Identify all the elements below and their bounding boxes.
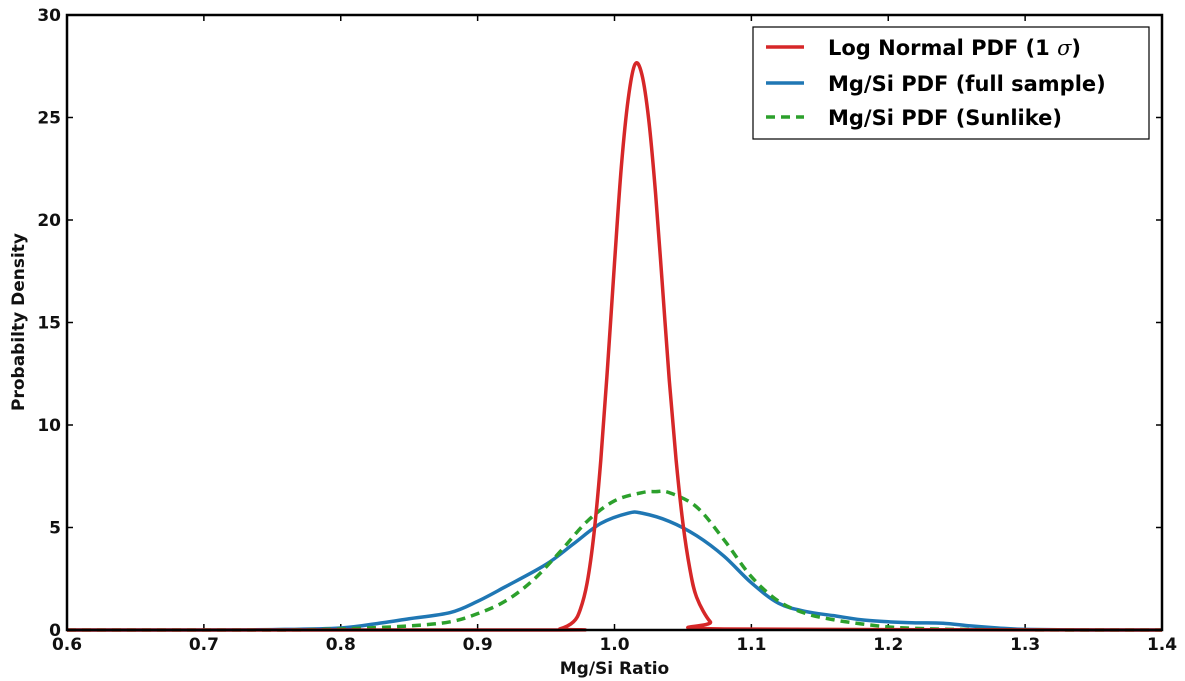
x-axis-label: Mg/Si Ratio <box>560 659 669 679</box>
series-layer <box>67 61 1163 632</box>
x-tick-label: 0.7 <box>189 635 219 655</box>
series-line-sunlike <box>67 489 1162 632</box>
y-tick-label: 20 <box>37 211 61 231</box>
y-tick-label: 25 <box>37 109 61 129</box>
legend-label-log-normal-prefix: Log Normal PDF (1 <box>828 36 1057 60</box>
y-tick-label: 15 <box>37 314 61 334</box>
plot-frame <box>65 13 1164 632</box>
series-line-log-normal <box>67 61 1163 632</box>
y-tick-label: 30 <box>37 6 61 26</box>
y-axis-label: Probabilty Density <box>9 233 29 411</box>
y-tick-label: 5 <box>49 519 61 539</box>
legend-frame <box>752 26 1150 140</box>
legend-label-sunlike: Mg/Si PDF (Sunlike) <box>828 106 1062 130</box>
legend-label-log-normal-suffix: ) <box>1071 36 1081 60</box>
series-line-full-sample <box>67 510 1162 632</box>
legend-label-log-normal-symbol: σ <box>1057 36 1072 60</box>
x-tick-label: 1.2 <box>873 635 903 655</box>
x-tick-label: 1.3 <box>1010 635 1040 655</box>
y-tick-label: 10 <box>37 416 61 436</box>
ticks-layer: 0.6 0.7 0.8 0.9 1.0 1.1 1.2 1.3 1.4 0 5 10 15 20 25 30 <box>37 6 1177 655</box>
y-tick-label: 0 <box>49 621 61 641</box>
x-tick-label: 1.4 <box>1147 635 1177 655</box>
x-tick-label: 1.1 <box>736 635 766 655</box>
legend-label-full-sample: Mg/Si PDF (full sample) <box>828 72 1106 96</box>
legend: Log Normal PDF (1 σ) Mg/Si PDF (full sam… <box>752 26 1150 140</box>
x-tick-label: 1.0 <box>599 635 629 655</box>
x-tick-label: 0.9 <box>463 635 493 655</box>
legend-label-log-normal: Log Normal PDF (1 σ) <box>828 36 1081 60</box>
x-tick-label: 0.6 <box>52 635 82 655</box>
x-tick-label: 0.8 <box>326 635 356 655</box>
